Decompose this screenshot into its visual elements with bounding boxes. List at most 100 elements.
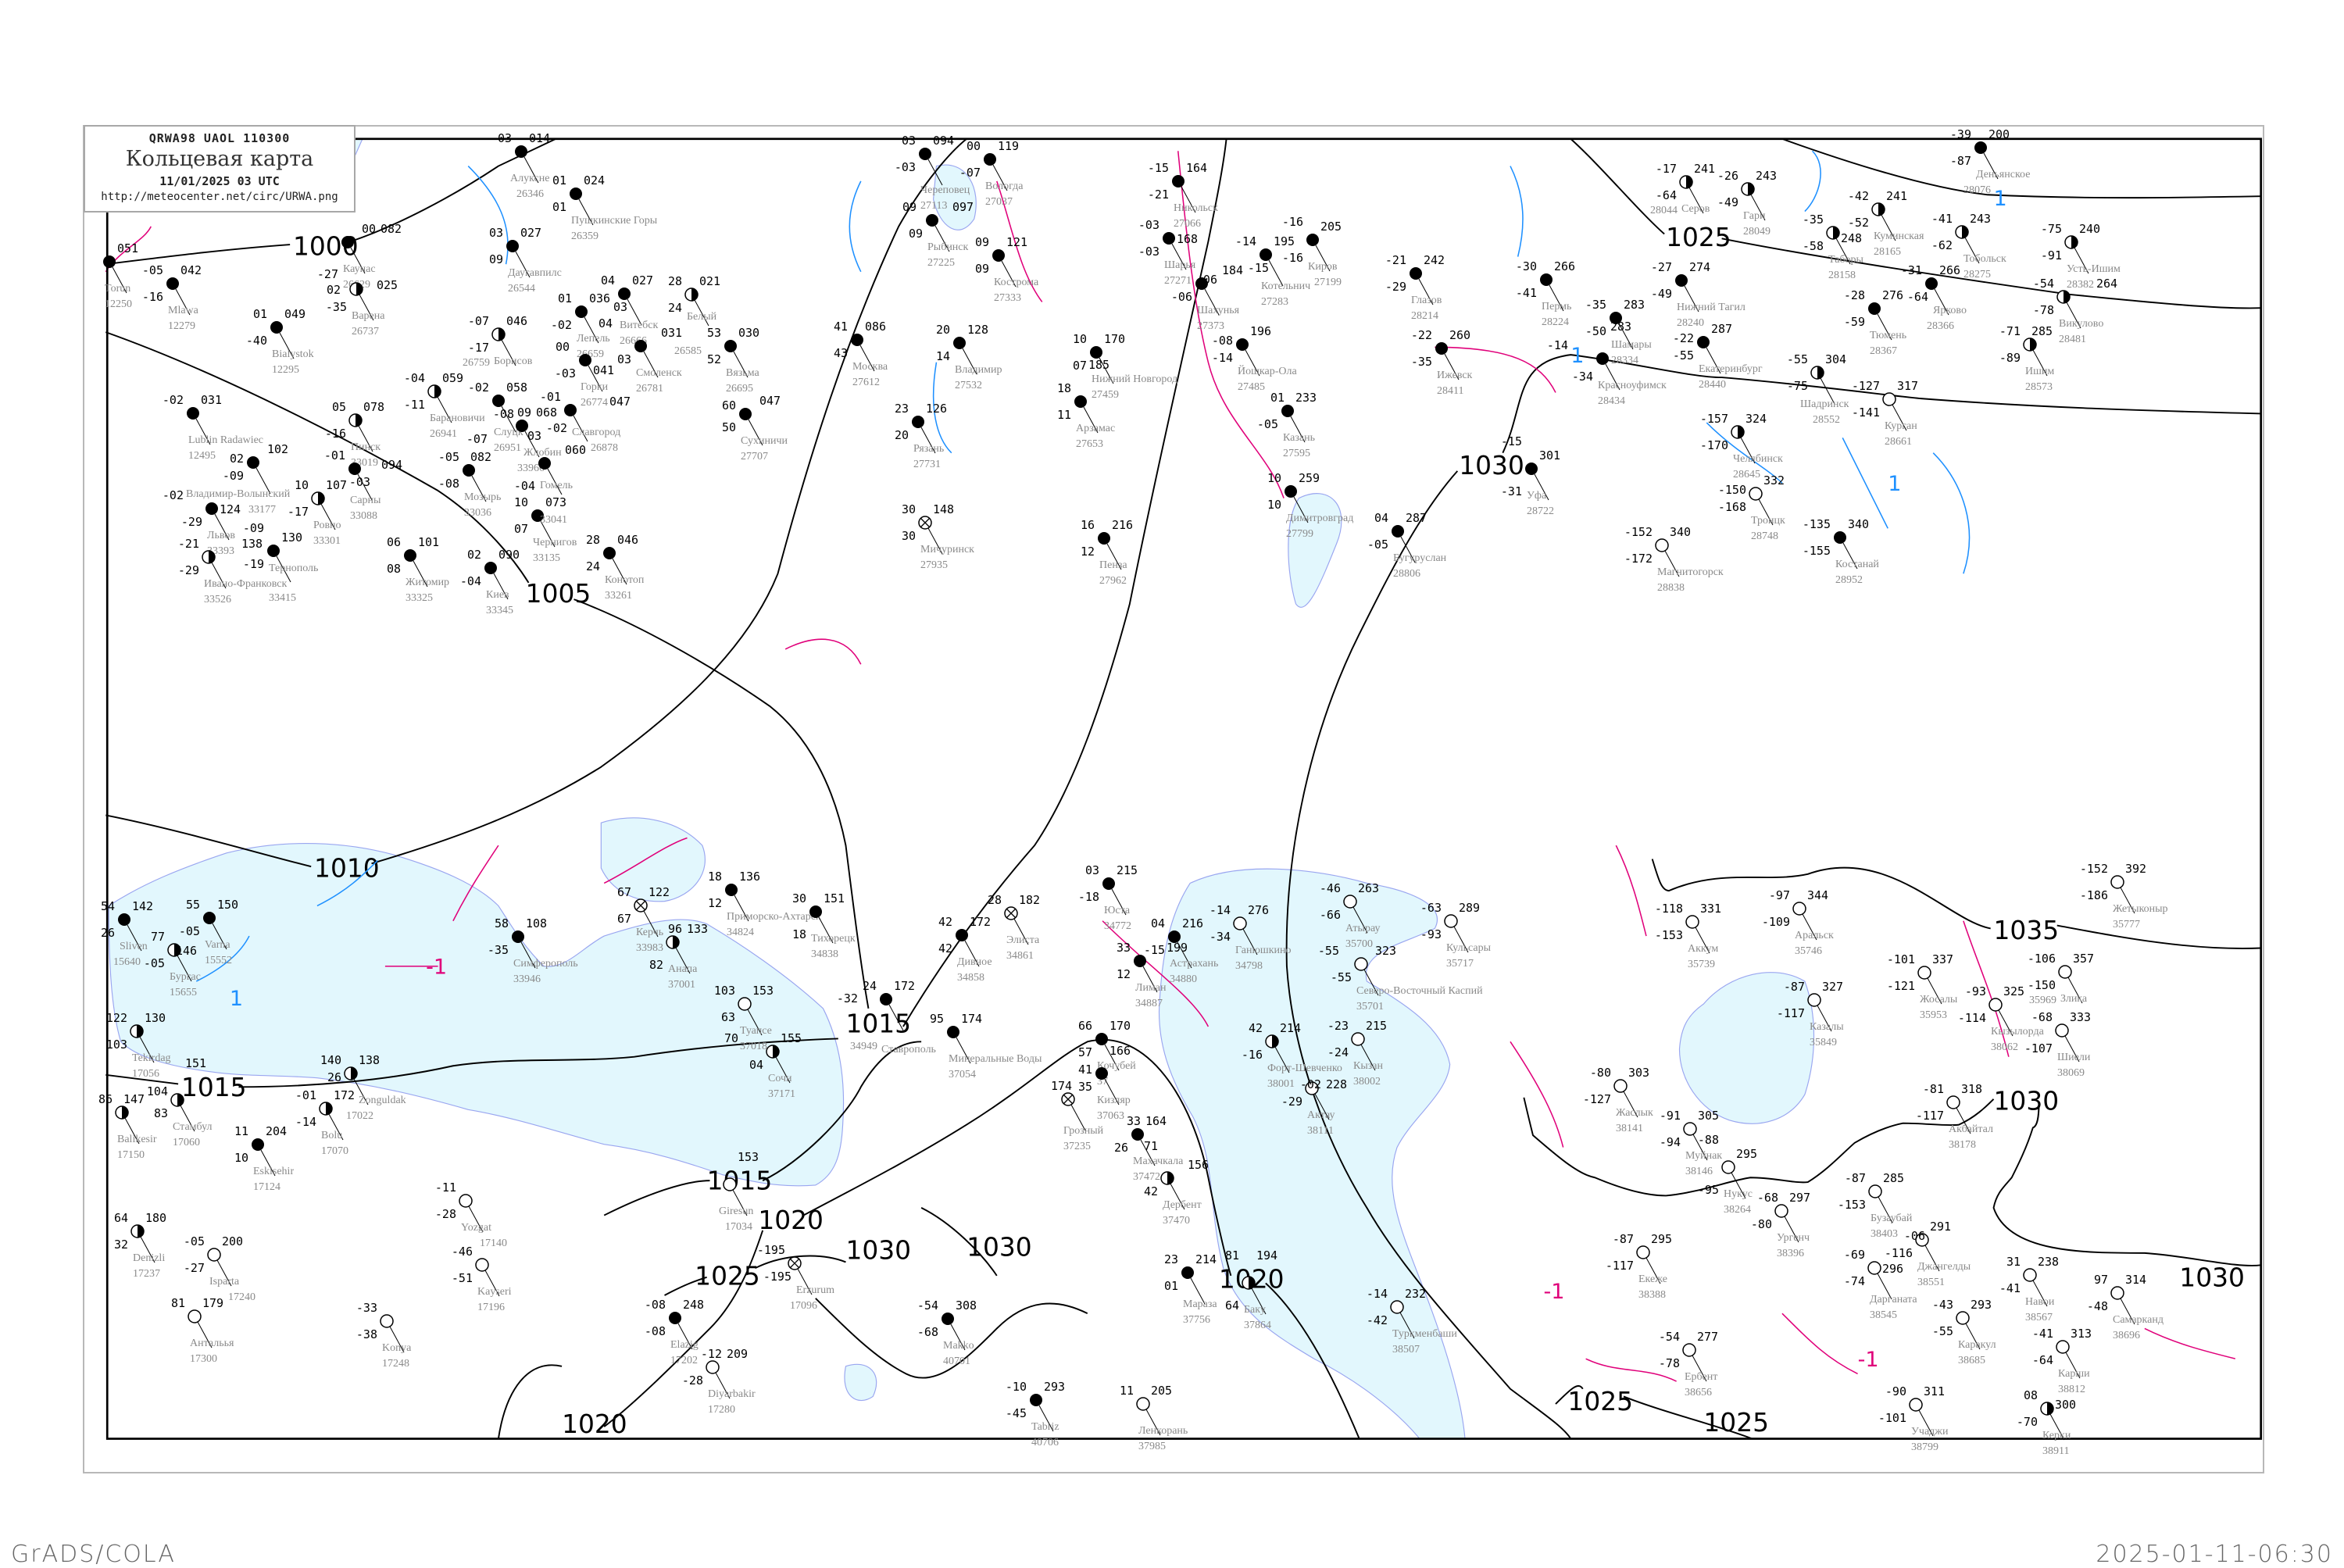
station-index: 27731 <box>913 459 941 470</box>
station-index: 33526 <box>204 594 231 605</box>
station-circle-overcast <box>1030 1394 1042 1406</box>
station-index: 28049 <box>1743 226 1771 238</box>
wind-barb-icon <box>1692 1134 1708 1161</box>
station-temperature: -10 <box>1006 1380 1027 1394</box>
station-name: Троицк <box>1751 515 1785 527</box>
station-index: 28382 <box>2067 279 2094 291</box>
station-name: Makko <box>943 1340 974 1352</box>
station-pressure: 147 <box>123 1092 145 1106</box>
station-circle-overcast <box>187 407 199 420</box>
station-pressure: 232 <box>1405 1287 1426 1301</box>
station-dewpoint: -05 <box>144 956 165 970</box>
station-circle-overcast <box>166 277 179 290</box>
station-index: 38685 <box>1958 1355 1985 1366</box>
station-index: 17070 <box>321 1145 348 1157</box>
station-dewpoint: 26 <box>101 926 115 940</box>
station-plot: -22 260 -35 Ижевск 28411 <box>1411 328 1473 397</box>
wind-barb-icon <box>1274 1046 1290 1073</box>
station-plot: -05 082 -08 Мозырь 33036 <box>438 450 502 519</box>
station-name: Слуцк <box>494 427 523 438</box>
station-dewpoint: -34 <box>1210 930 1231 944</box>
station-temperature: -14 <box>1547 338 1568 352</box>
station-circle-overcast <box>1285 485 1297 498</box>
station-dewpoint: -03 <box>895 160 916 174</box>
station-temperature: 04 <box>601 273 615 288</box>
station-circle-clear <box>1233 916 1247 930</box>
station-circle-overcast <box>492 395 505 407</box>
station-index: 33036 <box>464 507 491 519</box>
isobar-label: 1035 <box>1994 916 2060 945</box>
station-pressure: 097 <box>952 200 974 214</box>
station-dewpoint: -89 <box>1999 351 2021 365</box>
station-name: Алуксне <box>510 173 549 184</box>
half-cloud-icon <box>122 1106 128 1119</box>
station-pressure: 130 <box>281 530 302 545</box>
station-pressure: 086 <box>865 320 886 334</box>
station-circle-overcast <box>203 912 216 924</box>
station-pressure: 170 <box>1104 332 1125 346</box>
station-name: Житомир <box>406 577 449 588</box>
sky-obscured-icon <box>1063 1095 1073 1104</box>
station-plot: -02 031 Lublin Radawiec 12495 <box>163 393 263 462</box>
wind-barb-icon <box>358 425 373 452</box>
station-pressure: 214 <box>1280 1021 1301 1035</box>
station-temperature: -09 <box>243 521 264 535</box>
station-dewpoint: -35 <box>326 300 347 314</box>
station-plot: -54 277 -78 Ербент 38656 <box>1659 1330 1718 1398</box>
station-circle-overcast <box>1868 302 1881 315</box>
station-dewpoint: -04 <box>460 574 481 588</box>
station-pressure: 248 <box>683 1298 704 1312</box>
station-pressure: 204 <box>266 1124 287 1138</box>
station-circle-clear <box>706 1360 720 1374</box>
station-dewpoint: 08 <box>387 562 401 576</box>
station-temperature: -17 <box>1656 162 1677 176</box>
station-name: Владимир <box>955 364 1002 376</box>
wind-barb-icon <box>920 427 936 454</box>
station-temperature: -69 <box>1844 1248 1865 1262</box>
half-cloud-icon <box>1686 176 1692 188</box>
station-plot: 051 Torun 12250 <box>103 241 138 310</box>
station-temperature: -15 <box>1148 161 1169 175</box>
station-pressure: 357 <box>2073 952 2094 966</box>
station-plot: 71 156 42 Дербент 37470 <box>1144 1139 1209 1227</box>
station-pressure: 289 <box>1459 901 1480 915</box>
station-pressure: 030 <box>738 326 759 340</box>
station-pressure: 102 <box>267 442 288 456</box>
station-pressure: 138 <box>241 537 263 551</box>
wind-barb-icon <box>2064 1035 2080 1063</box>
station-index: 33946 <box>513 973 541 985</box>
station-dewpoint: -16 <box>1282 251 1303 265</box>
station-dewpoint: 10 <box>234 1151 248 1165</box>
wind-barb-icon <box>1444 353 1460 380</box>
station-circle-overcast <box>1172 175 1185 188</box>
station-temperature: 06 <box>387 535 401 549</box>
station-dewpoint: -68 <box>917 1325 938 1339</box>
station-pressure: 031 <box>201 393 222 407</box>
station-index: 17056 <box>132 1068 159 1080</box>
station-circle-overcast <box>1410 267 1422 280</box>
station-temperature: 00 <box>556 340 570 354</box>
station-plot: 01 233 -05 Казань 27595 <box>1257 391 1317 459</box>
station-circle-overcast <box>404 549 416 562</box>
wind-barb-icon <box>359 294 374 321</box>
station-pressure: 205 <box>1320 220 1342 234</box>
station-temperature: 23 <box>1164 1252 1178 1266</box>
isotherm-label: 1 <box>230 987 243 1011</box>
station-dewpoint: -41 <box>1516 286 1537 300</box>
station-index: 27459 <box>1092 389 1119 401</box>
station-index: 34861 <box>1006 950 1034 962</box>
station-dewpoint: -172 <box>1624 552 1653 566</box>
wind-barb-icon <box>748 419 763 446</box>
station-temperature: 11 <box>1120 1384 1134 1398</box>
station-pressure: 293 <box>1044 1380 1065 1394</box>
station-plot: -14 283 -34 Красноуфимск 28434 <box>1547 320 1667 407</box>
wind-barb-icon <box>584 316 599 344</box>
station-index: 27799 <box>1286 528 1313 540</box>
station-pressure: 291 <box>1930 1220 1951 1234</box>
station-plot: -14 195 -15 Котельнич 27283 <box>1235 234 1310 308</box>
isobar-label: 1030 <box>845 1236 911 1266</box>
station-temperature: -33 <box>356 1301 377 1315</box>
station-name: Sliven <box>120 941 148 952</box>
station-dewpoint: 30 <box>902 529 916 543</box>
